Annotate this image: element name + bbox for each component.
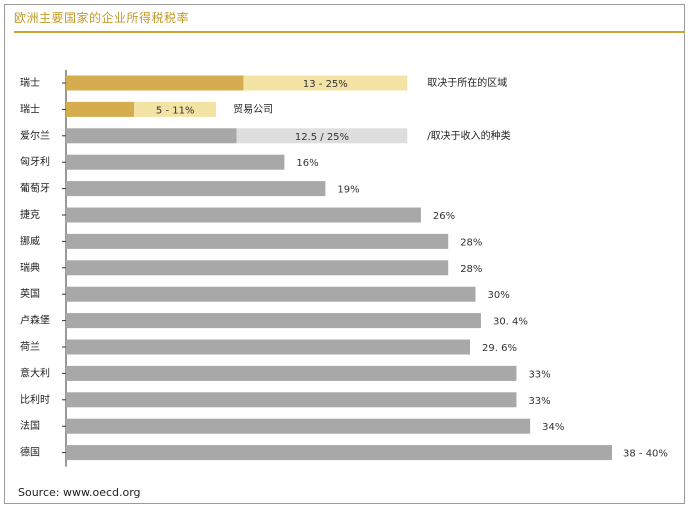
- bar: [66, 365, 517, 381]
- bar-base: [66, 128, 237, 144]
- value-label: 38 - 40%: [623, 449, 668, 460]
- bar-range: [134, 101, 217, 117]
- value-label: 13 - 25%: [303, 79, 348, 90]
- bar: [66, 313, 481, 329]
- category-label: 瑞士: [20, 76, 40, 89]
- bar-base: [66, 101, 135, 117]
- category-label: 英国: [20, 287, 40, 300]
- bar-note: /取决于收入的种类: [427, 129, 510, 142]
- category-label: 比利时: [20, 394, 50, 406]
- category-label: 葡萄牙: [20, 182, 50, 195]
- value-label: 26%: [433, 211, 455, 222]
- category-label: 意大利: [20, 366, 50, 379]
- value-label: 28%: [460, 237, 482, 248]
- bar-base: [66, 75, 244, 91]
- category-label: 爱尔兰: [20, 129, 50, 142]
- bar: [66, 233, 449, 249]
- value-label: 28%: [460, 264, 482, 275]
- category-label: 德国: [20, 446, 40, 459]
- value-label: 34%: [542, 422, 564, 433]
- category-label: 卢森堡: [20, 314, 50, 327]
- category-label: 捷克: [20, 208, 40, 221]
- bar: [66, 286, 476, 302]
- chart-title: 欧洲主要国家的企业所得税税率: [14, 11, 190, 25]
- bar: [66, 339, 471, 355]
- value-label: 33%: [528, 369, 550, 380]
- value-label: 30%: [488, 290, 510, 301]
- category-label: 匈牙利: [20, 155, 50, 168]
- value-label: 5 - 11%: [156, 105, 195, 116]
- bar: [66, 207, 421, 223]
- value-label: 19%: [337, 185, 359, 196]
- bar: [66, 181, 326, 197]
- category-label: 瑞士: [20, 102, 40, 115]
- value-label: 30. 4%: [493, 317, 528, 328]
- bar-range: [236, 128, 408, 144]
- bar: [66, 260, 449, 276]
- value-label: 16%: [296, 158, 318, 169]
- value-label: 12.5 / 25%: [295, 132, 349, 143]
- value-label: 33%: [528, 396, 550, 407]
- category-label: 瑞典: [20, 261, 40, 274]
- bar-note: 贸易公司: [233, 103, 273, 115]
- bar: [66, 445, 612, 461]
- bar-range: [243, 75, 408, 91]
- category-label: 荷兰: [20, 340, 40, 353]
- value-label: 29. 6%: [482, 343, 517, 354]
- bar-note: 取决于所在的区域: [427, 76, 507, 89]
- title-rule: [14, 31, 685, 33]
- bar: [66, 392, 517, 408]
- bar: [66, 418, 531, 434]
- source-note: Source: www.oecd.org: [18, 486, 141, 499]
- category-label: 法国: [20, 419, 40, 432]
- bar: [66, 154, 285, 170]
- category-label: 挪威: [20, 234, 40, 247]
